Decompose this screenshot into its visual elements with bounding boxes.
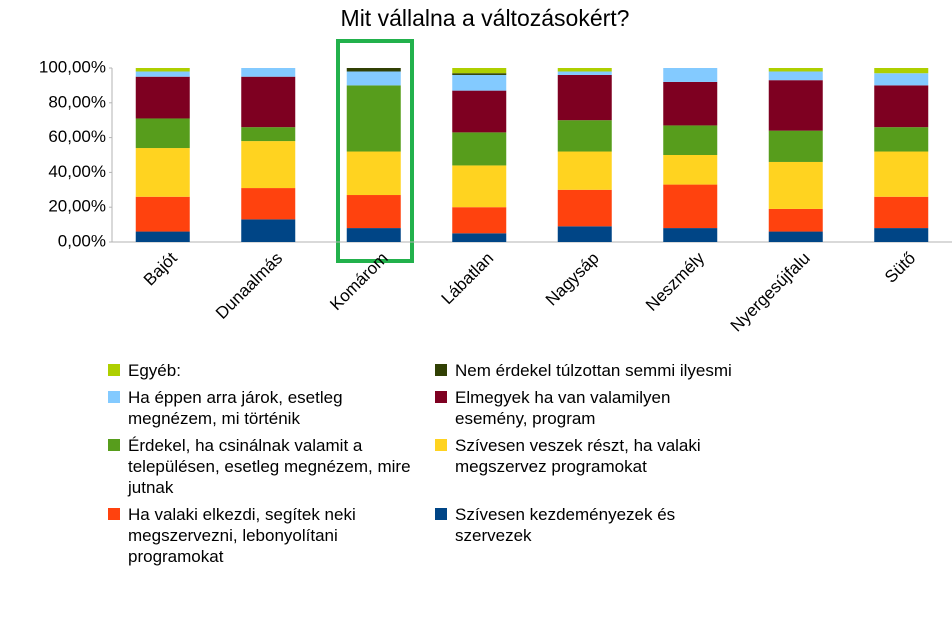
- bar-segment: [768, 208, 823, 232]
- bar-segment: [557, 71, 612, 75]
- legend-item: Nem érdekel túlzottan semmi ilyesmi: [435, 360, 762, 381]
- legend-swatch: [435, 364, 447, 376]
- bar-segment: [557, 74, 612, 121]
- bar-segment: [557, 189, 612, 227]
- bar-segment: [557, 68, 612, 72]
- bar-segment: [346, 195, 401, 229]
- bar-segment: [241, 76, 296, 128]
- legend-swatch: [435, 508, 447, 520]
- bar-segment: [874, 196, 929, 229]
- legend-label: Elmegyek ha van valamilyen esemény, prog…: [455, 388, 671, 428]
- y-tick-label: 60,00%: [48, 127, 106, 146]
- legend-swatch: [108, 364, 120, 376]
- bar-segment: [663, 228, 718, 242]
- bar-segment: [557, 151, 612, 190]
- bar-segment: [135, 148, 190, 197]
- legend-label: Egyéb:: [128, 361, 181, 380]
- bar-segment: [452, 165, 507, 208]
- bar-segment: [768, 130, 823, 162]
- y-tick-label: 20,00%: [48, 197, 106, 216]
- x-tick-label: Dunaalmás: [212, 249, 286, 323]
- bar-segment: [874, 228, 929, 242]
- y-tick-label: 100,00%: [39, 57, 106, 76]
- bar-segment: [452, 68, 507, 74]
- bar-segment: [135, 196, 190, 232]
- legend-label: Érdekel, ha csinálnak valamit a települé…: [128, 436, 411, 497]
- bar-segment: [135, 118, 190, 149]
- legend-item: Ha éppen arra járok, esetleg megnézem, m…: [108, 387, 435, 429]
- bar-segment: [768, 161, 823, 209]
- legend-swatch: [108, 508, 120, 520]
- legend-item: Érdekel, ha csinálnak valamit a települé…: [108, 435, 435, 498]
- bar-segment: [874, 151, 929, 197]
- bar-segment: [241, 127, 296, 142]
- legend-item: Elmegyek ha van valamilyen esemény, prog…: [435, 387, 762, 429]
- legend-label: Nem érdekel túlzottan semmi ilyesmi: [455, 361, 732, 380]
- legend-label: Ha valaki elkezdi, segítek neki megszerv…: [128, 505, 356, 566]
- x-tick-label: Sütő: [881, 249, 919, 287]
- legend-item: Ha valaki elkezdi, segítek neki megszerv…: [108, 504, 435, 567]
- legend-label: Szívesen kezdeményezek és szervezek: [455, 505, 676, 545]
- bar-segment: [663, 184, 718, 229]
- x-tick-label: Nagysáp: [542, 249, 603, 310]
- y-tick-label: 80,00%: [48, 92, 106, 111]
- bar-segment: [557, 226, 612, 242]
- bar-segment: [135, 231, 190, 242]
- bar-segment: [241, 219, 296, 242]
- bar-segment: [663, 81, 718, 126]
- bar-segment: [346, 71, 401, 86]
- bar-segment: [452, 90, 507, 133]
- x-tick-label: Neszmély: [642, 248, 709, 315]
- bar-segment: [663, 155, 718, 185]
- legend-item: Szívesen veszek részt, ha valaki megszer…: [435, 435, 762, 498]
- legend-swatch: [108, 439, 120, 451]
- bar-segment: [346, 85, 401, 152]
- bar-segment: [241, 68, 296, 77]
- highlight-box: [336, 39, 414, 263]
- legend-swatch: [435, 391, 447, 403]
- bar-segment: [241, 188, 296, 220]
- bar-segment: [346, 151, 401, 196]
- bar-segment: [135, 68, 190, 72]
- bar-segment: [346, 68, 401, 72]
- chart-title: Mit vállalna a változásokért?: [341, 5, 630, 31]
- bar-segment: [135, 71, 190, 77]
- bar-segment: [874, 68, 929, 74]
- bar-segment: [768, 80, 823, 131]
- bar-segment: [768, 68, 823, 72]
- bar-segment: [768, 231, 823, 242]
- bar-segment: [874, 73, 929, 86]
- bar-segment: [241, 141, 296, 189]
- bar-segment: [346, 228, 401, 242]
- y-tick-label: 0,00%: [58, 231, 106, 250]
- bar-segment: [663, 125, 718, 155]
- legend: Egyéb: Nem érdekel túlzottan semmi ilyesm…: [108, 360, 768, 567]
- bar-segment: [874, 127, 929, 152]
- bar-segment: [768, 71, 823, 81]
- x-tick-label: Lábatlan: [438, 249, 498, 309]
- bar-segment: [874, 85, 929, 128]
- x-tick-label: Nyergesújfalu: [727, 249, 814, 336]
- legend-label: Ha éppen arra járok, esetleg megnézem, m…: [128, 388, 343, 428]
- bar-segment: [452, 74, 507, 91]
- y-tick-label: 40,00%: [48, 162, 106, 181]
- bar-segment: [452, 233, 507, 242]
- bar-segment: [452, 73, 507, 75]
- bar-segment: [452, 207, 507, 234]
- legend-swatch: [108, 391, 120, 403]
- legend-item: Szívesen kezdeményezek és szervezek: [435, 504, 762, 567]
- x-tick-label: Bajót: [140, 248, 181, 289]
- legend-label: Szívesen veszek részt, ha valaki megszer…: [455, 436, 701, 476]
- bar-segment: [135, 76, 190, 119]
- legend-item: Egyéb:: [108, 360, 435, 381]
- bar-segment: [557, 120, 612, 152]
- bar-segment: [663, 68, 718, 82]
- legend-swatch: [435, 439, 447, 451]
- bar-segment: [452, 132, 507, 166]
